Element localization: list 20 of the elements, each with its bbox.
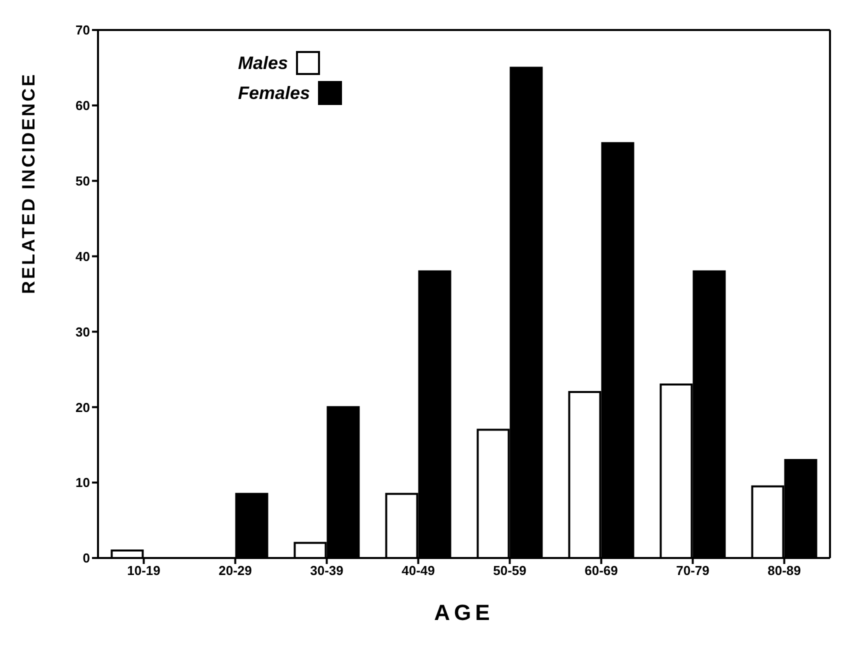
y-tick-label: 20	[76, 400, 90, 415]
x-tick-label: 30-39	[310, 563, 344, 578]
y-tick-label: 30	[76, 324, 90, 340]
x-tick-label: 50-59	[493, 563, 526, 578]
y-tick-label: 70	[76, 22, 90, 38]
y-tick-label: 60	[76, 98, 90, 114]
x-tick-label: 40-49	[402, 563, 435, 578]
y-tick-label: 0	[82, 550, 90, 566]
y-tick-label: 40	[76, 248, 90, 264]
x-tick-label: 60-69	[584, 563, 618, 578]
y-axis-title: RELATED INCIDENCE	[18, 72, 38, 294]
y-tick-label: 10	[76, 475, 90, 490]
x-tick-label: 10-19	[127, 563, 160, 578]
x-tick-label: 80-89	[768, 563, 801, 578]
x-tick-label: 20-29	[218, 563, 252, 578]
legend-label: Males	[238, 52, 288, 74]
legend-label: Females	[238, 82, 310, 104]
y-tick-label: 50	[76, 173, 90, 188]
x-tick-label: 70-79	[676, 563, 710, 578]
x-axis-title: AGE	[434, 600, 494, 625]
